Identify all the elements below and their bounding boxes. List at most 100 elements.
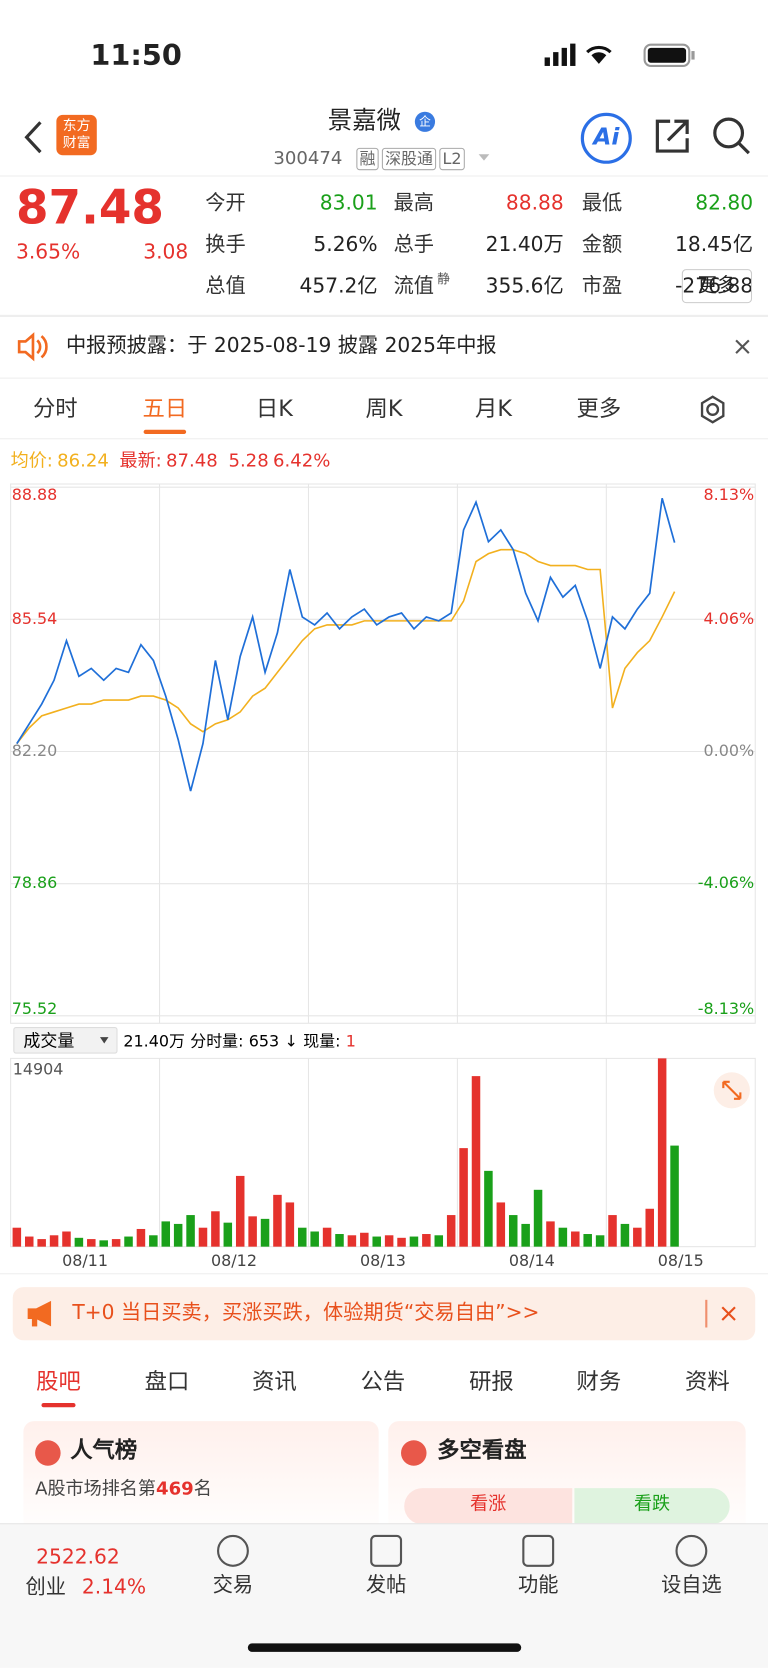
nav-label[interactable]: 设自选 xyxy=(661,1573,722,1597)
legend-item: 均价: xyxy=(11,451,53,472)
volume-bar xyxy=(248,1216,257,1247)
y2-tick-label: -8.13% xyxy=(698,999,754,1018)
field-value: 88.88 xyxy=(505,191,564,215)
volume-bar xyxy=(633,1227,642,1247)
volume-bar xyxy=(347,1235,357,1247)
notice-icon xyxy=(17,332,48,362)
period-tab[interactable]: 更多 xyxy=(576,395,622,422)
y-tick-label: 85.54 xyxy=(12,609,58,628)
popular-rank: A股市场排名第469名 xyxy=(35,1478,212,1500)
period-tab[interactable]: 日K xyxy=(255,395,293,422)
legend-item: 86.24 xyxy=(57,451,109,472)
promo-text[interactable]: T+0 当日买卖，买涨买跌，体验期货“交易自由”>> xyxy=(72,1300,540,1325)
notice-text[interactable]: 中报预披露：于 2025-08-19 披露 2025年中报 xyxy=(65,334,497,358)
field-label: 最高 xyxy=(393,191,435,215)
volume-bar xyxy=(422,1234,431,1247)
promo-banner[interactable] xyxy=(12,1287,756,1341)
field-label: 换手 xyxy=(205,232,246,257)
promo-icon xyxy=(27,1300,52,1327)
volume-info-item: 21.40万 xyxy=(123,1031,185,1050)
period-tab[interactable]: 五日 xyxy=(142,395,188,422)
search-button[interactable] xyxy=(711,115,754,158)
volume-bar xyxy=(62,1231,71,1247)
notice-close[interactable] xyxy=(734,338,751,355)
volume-bar xyxy=(620,1223,630,1247)
plot-frame xyxy=(10,483,756,1024)
app-logo[interactable]: 东方 财富 xyxy=(56,114,97,156)
section-tab[interactable]: 公告 xyxy=(360,1368,406,1395)
rank: 469 xyxy=(155,1478,194,1500)
more-button[interactable]: 更多 xyxy=(681,269,753,304)
section-tab[interactable]: 股吧 xyxy=(36,1368,81,1395)
bear-button[interactable]: 看跌 xyxy=(574,1488,730,1525)
rank-prefix: A股市场排名第 xyxy=(35,1478,156,1500)
back-button[interactable] xyxy=(21,119,47,155)
section-tab[interactable]: 研报 xyxy=(469,1368,514,1395)
index-name[interactable]: 创业 xyxy=(25,1575,66,1599)
field-label: 总值 xyxy=(205,274,246,298)
volume-bar xyxy=(49,1235,59,1247)
bull-button[interactable]: 看涨 xyxy=(404,1488,573,1525)
sentiment-icon xyxy=(401,1440,427,1466)
volume-bar xyxy=(260,1218,270,1247)
volume-bar xyxy=(409,1236,419,1247)
divider xyxy=(0,175,768,177)
share-button[interactable] xyxy=(651,115,694,158)
price: 87.48 xyxy=(15,180,165,236)
nav-label[interactable]: 发帖 xyxy=(365,1573,407,1597)
volume-bar xyxy=(87,1239,96,1247)
x-tick-label: 08/14 xyxy=(509,1251,555,1270)
dropdown[interactable] xyxy=(477,152,492,163)
volume-bar xyxy=(558,1227,568,1247)
volume-bar xyxy=(397,1237,406,1247)
field-label: 市盈 xyxy=(581,274,623,298)
index-value[interactable]: 2522.62 xyxy=(36,1545,120,1569)
popular-title: 人气榜 xyxy=(70,1437,138,1463)
promo-close[interactable] xyxy=(720,1305,737,1322)
y2-tick-label: 8.13% xyxy=(704,485,755,504)
legend-item: 5.28 xyxy=(228,451,268,472)
volume-bar xyxy=(12,1227,22,1247)
volume-bar xyxy=(521,1223,530,1247)
volume-bar xyxy=(583,1234,592,1247)
legend-item: 6.42% xyxy=(273,451,330,472)
period-tab[interactable]: 分时 xyxy=(32,395,78,422)
section-tab[interactable]: 盘口 xyxy=(144,1368,190,1395)
volume-bar xyxy=(198,1227,208,1247)
nav-label[interactable]: 交易 xyxy=(212,1573,254,1597)
nav-icon[interactable] xyxy=(216,1534,249,1567)
volume-bar xyxy=(161,1221,171,1247)
volume-bar xyxy=(285,1202,295,1247)
volume-info-item: ↓ xyxy=(285,1031,298,1050)
rank-suffix: 名 xyxy=(193,1478,212,1500)
nav-icon[interactable] xyxy=(675,1534,708,1567)
period-tab[interactable]: 月K xyxy=(475,395,513,422)
section-tab[interactable]: 资料 xyxy=(685,1368,730,1395)
promo-divider xyxy=(705,1299,708,1328)
divider xyxy=(0,377,768,379)
y-tick-label: 88.88 xyxy=(12,485,58,504)
section-tab[interactable]: 资讯 xyxy=(252,1368,297,1395)
settings-button[interactable] xyxy=(698,395,728,425)
section-tab[interactable]: 财务 xyxy=(576,1368,622,1395)
y2-tick-label: 4.06% xyxy=(704,609,755,628)
change-pct: 3.65% xyxy=(15,240,81,264)
field-label: 总手 xyxy=(393,232,435,257)
nav-icon[interactable] xyxy=(370,1534,403,1567)
status-icons xyxy=(544,43,695,68)
volume-bar xyxy=(645,1208,654,1247)
chart: 均价: 86.24 最新: 87.48 5.28 6.42% 88.88 85.54 82.20… xyxy=(0,451,768,1275)
gap-band xyxy=(0,1273,768,1275)
volume-bar xyxy=(310,1231,319,1247)
volume-bar xyxy=(608,1215,617,1247)
tab-underline xyxy=(41,1403,76,1408)
ai-button[interactable]: Ai xyxy=(580,112,632,164)
index-pct[interactable]: 2.14% xyxy=(81,1575,147,1599)
period-tab[interactable]: 周K xyxy=(365,395,403,422)
popular-card[interactable] xyxy=(23,1421,379,1539)
nav-label[interactable]: 功能 xyxy=(518,1573,559,1597)
nav-icon[interactable] xyxy=(522,1534,555,1567)
volume-bar xyxy=(446,1215,456,1247)
field-value: 18.45亿 xyxy=(675,232,754,257)
volume-bar xyxy=(533,1189,543,1247)
